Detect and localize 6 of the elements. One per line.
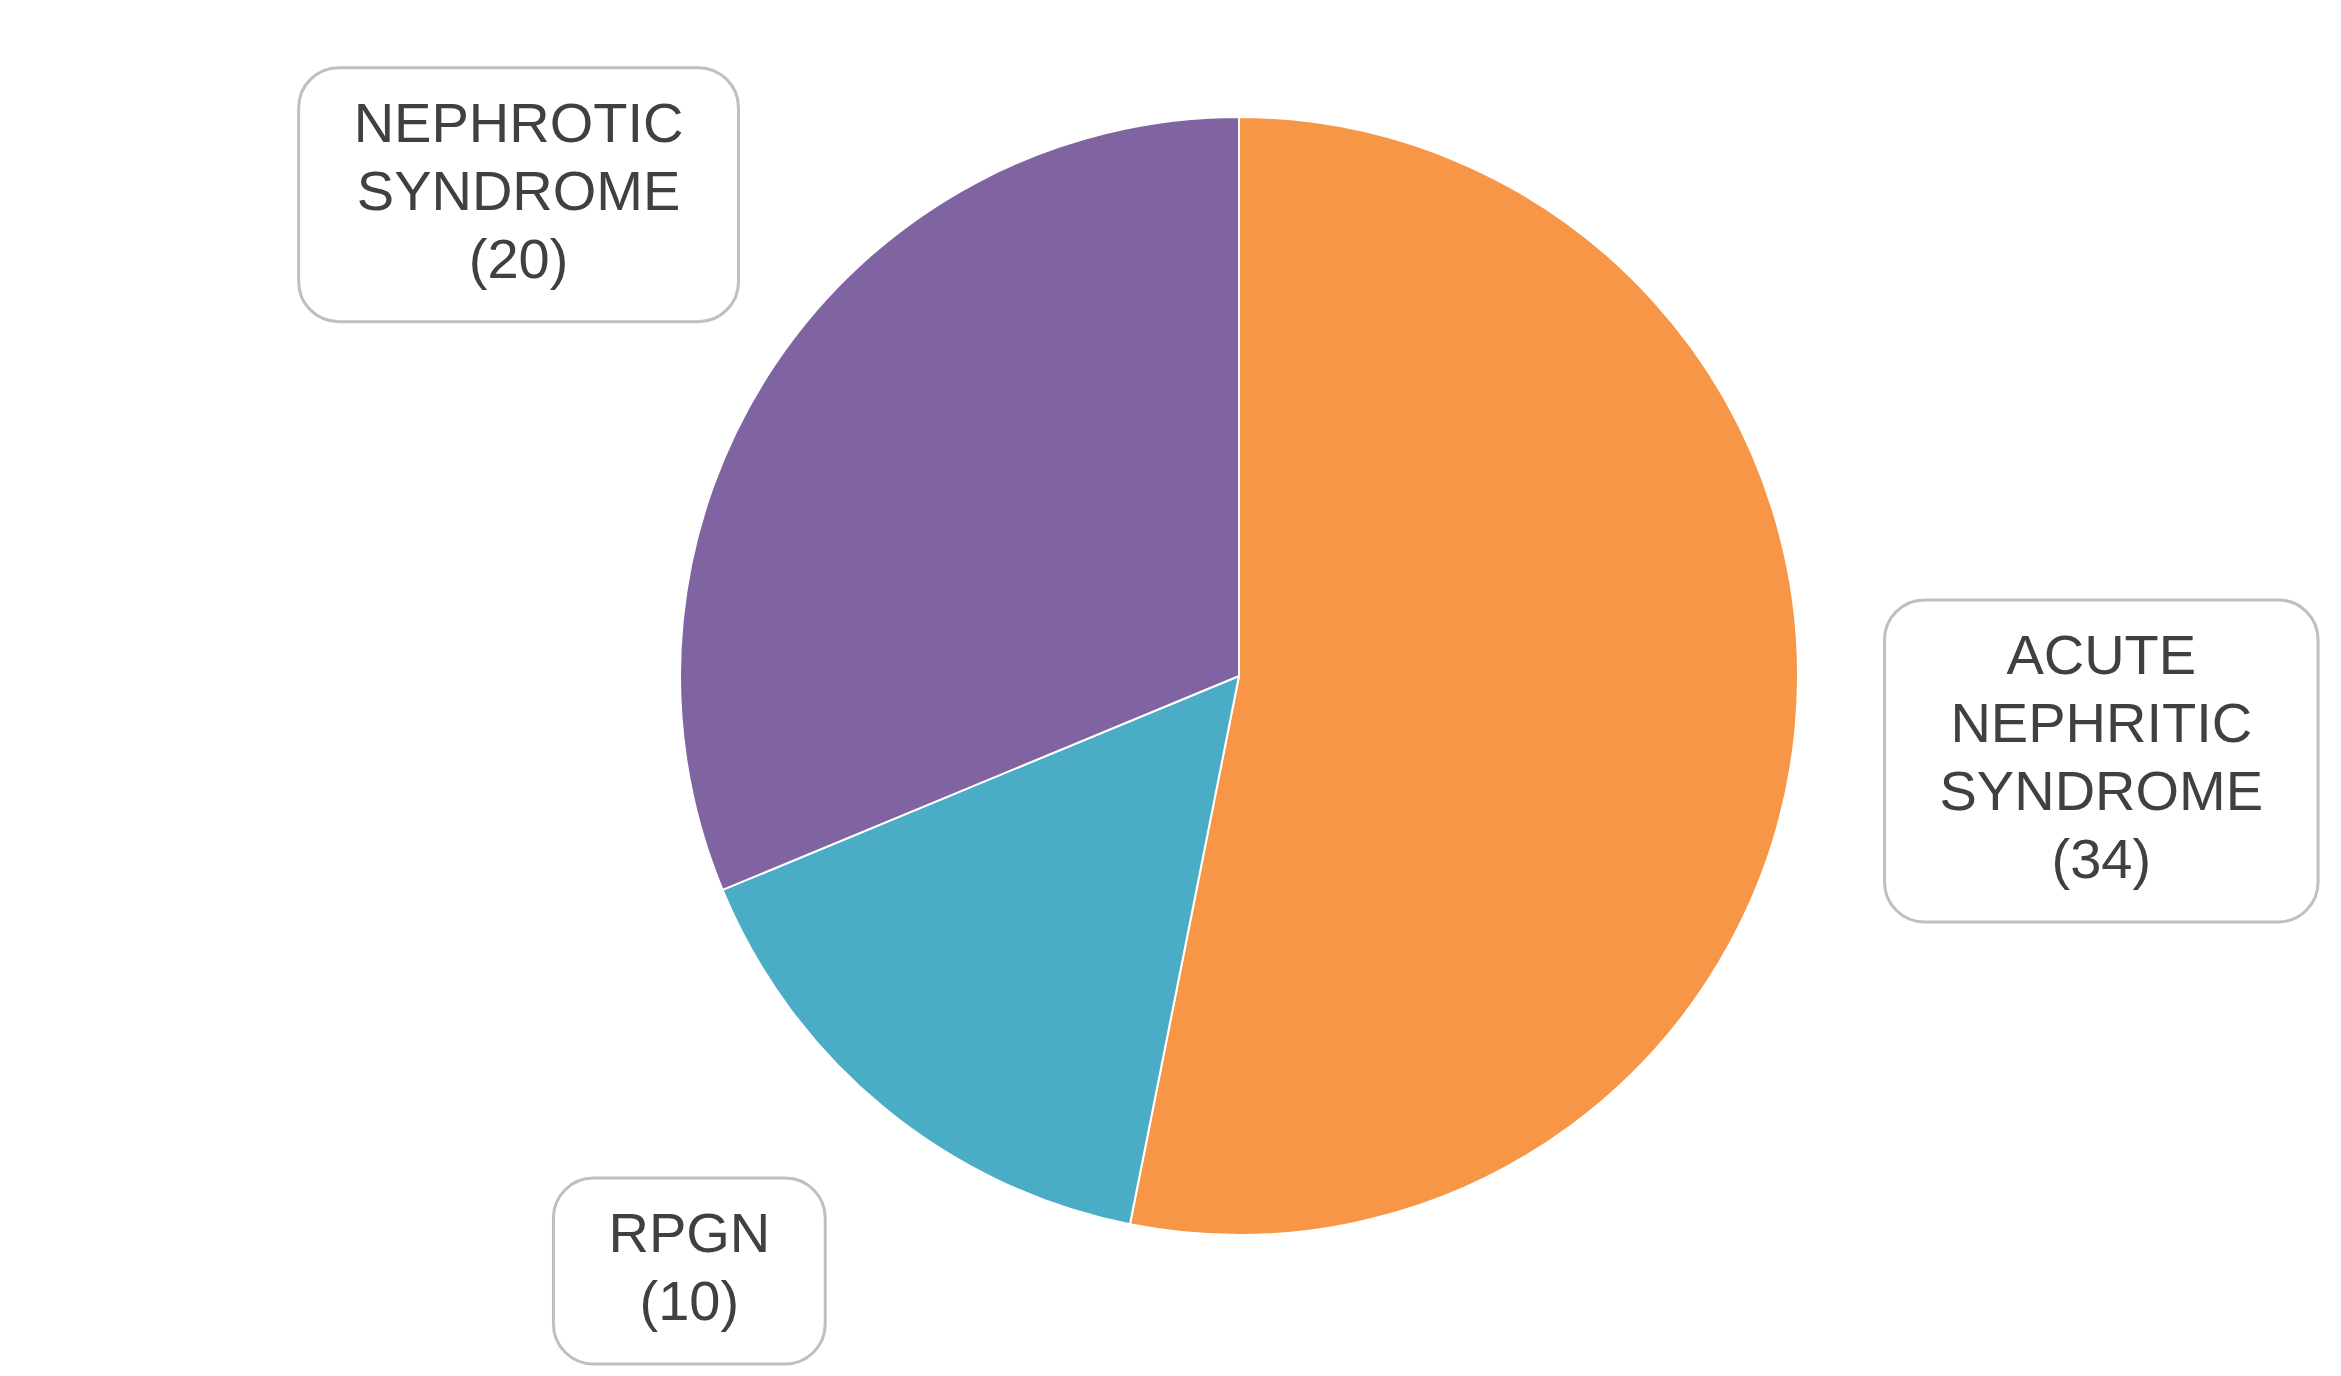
data-label: (20) — [468, 227, 569, 291]
data-label: (34) — [2051, 827, 2152, 891]
slice-label: NEPHROTIC SYNDROME — [353, 91, 684, 223]
data-label: (10) — [639, 1269, 740, 1333]
slice-label: RPGN — [608, 1201, 771, 1265]
slice-label: ACUTE NEPHRITIC SYNDROME — [1939, 623, 2264, 823]
